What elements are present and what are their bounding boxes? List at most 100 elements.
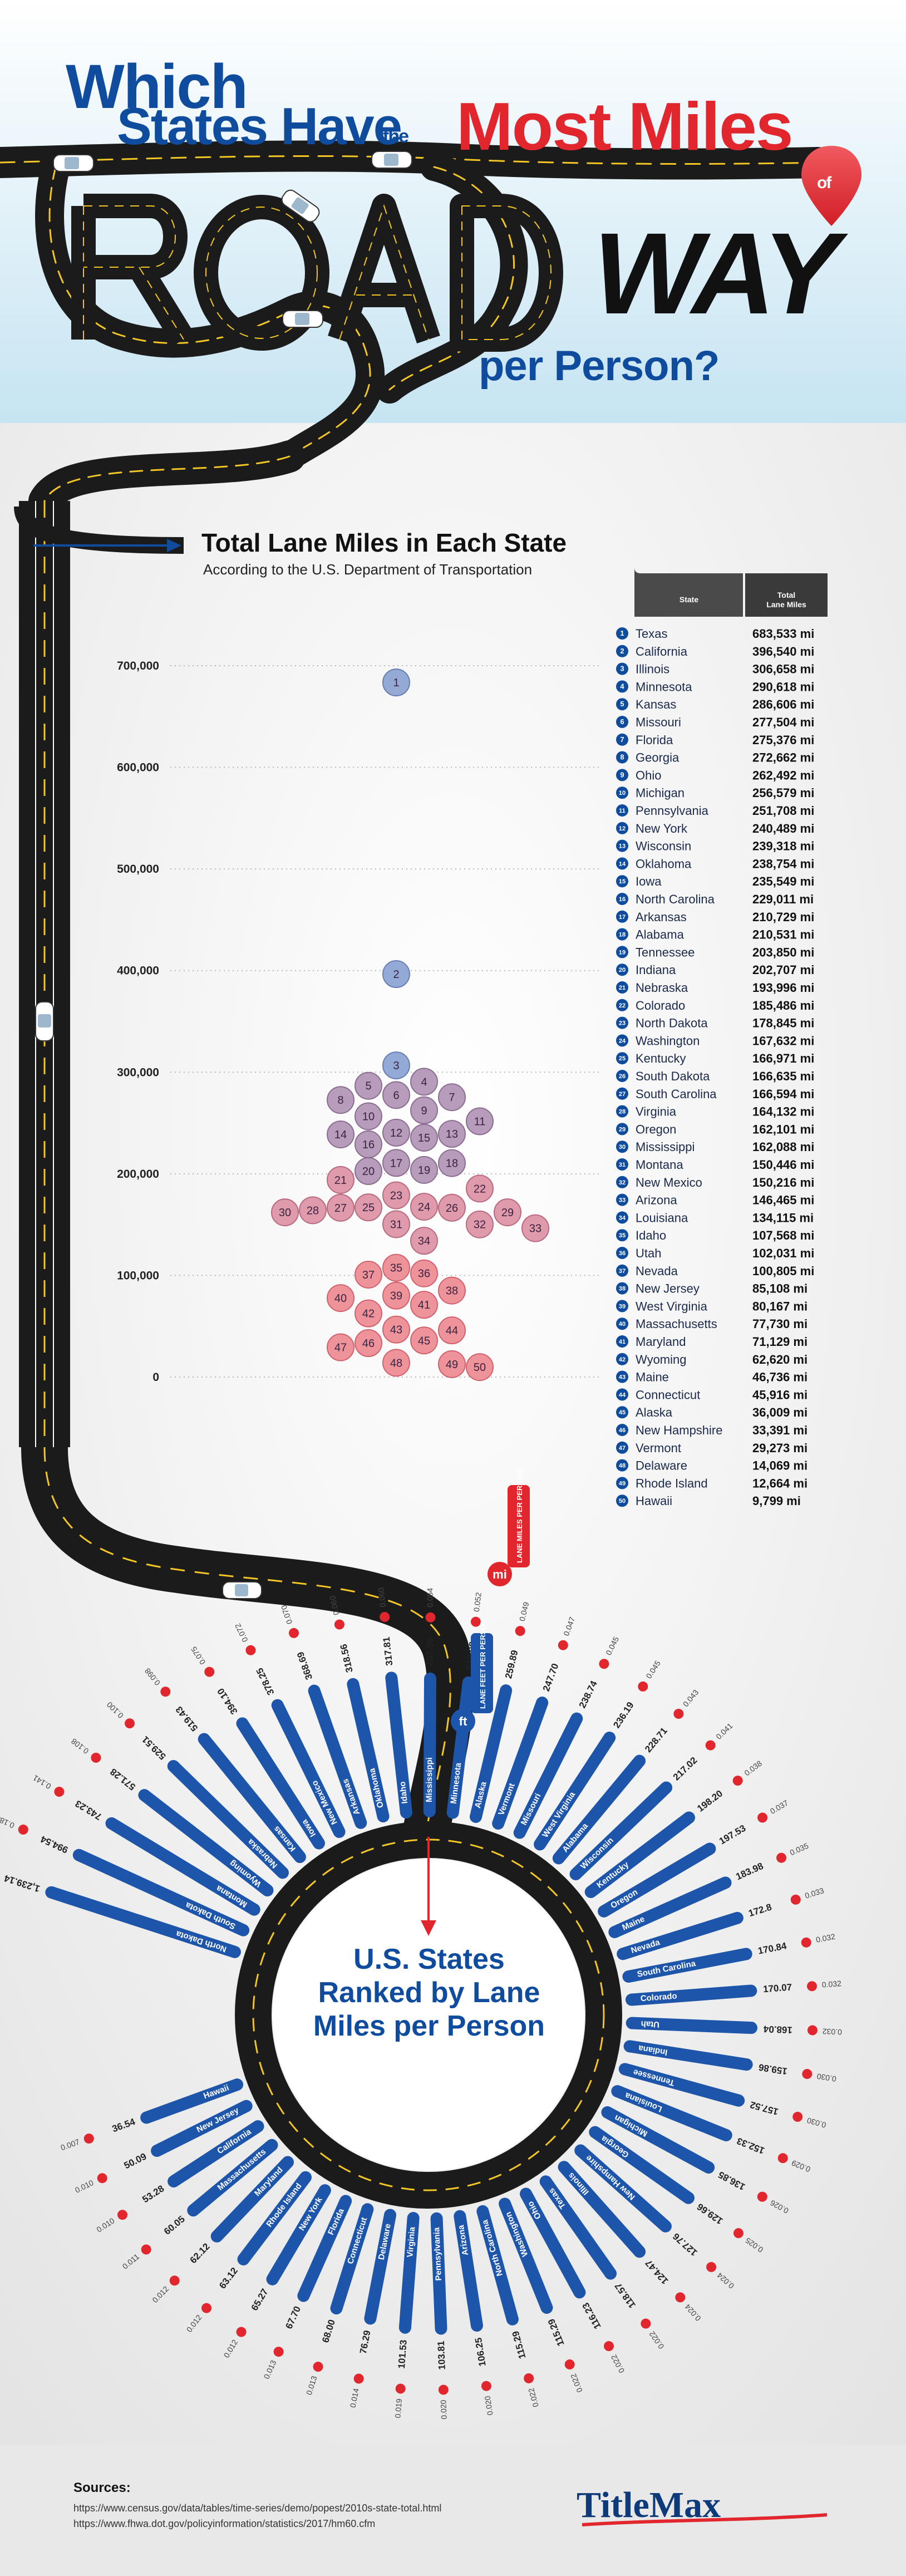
miles-dot [673, 1709, 684, 1719]
bubble-30 [271, 1198, 299, 1227]
rank-number: 32 [619, 1179, 626, 1186]
miles-dot [54, 1787, 65, 1797]
state-name: Missouri [636, 715, 681, 729]
radial-bar [539, 2175, 617, 2280]
miles-dot [806, 1981, 817, 1992]
bar-feet-value: 115.29 [510, 2330, 528, 2360]
radial-bar [271, 1699, 346, 1838]
radial-bar [45, 1886, 241, 1958]
table-row: 14 Oklahoma 238,754 mi [616, 857, 814, 871]
source-link[interactable]: https://www.census.gov/data/tables/time-… [73, 2503, 442, 2514]
radial-bar [198, 1733, 306, 1864]
radial-bar [398, 2211, 420, 2334]
radial-bar [167, 1760, 289, 1879]
rank-badge [616, 716, 628, 728]
miles-dot [380, 1611, 390, 1622]
radial-bar [476, 2205, 519, 2326]
source-link[interactable]: https://www.fhwa.dot.gov/policyinformati… [73, 2518, 376, 2529]
miles-dot [675, 2292, 686, 2303]
bubble-label: 33 [529, 1223, 541, 1235]
rank-badge [616, 804, 628, 817]
rank-number: 30 [619, 1144, 626, 1151]
rank-number: 38 [619, 1286, 626, 1292]
rank-badge [616, 1034, 628, 1047]
miles-dot [18, 1825, 28, 1835]
bar-state-label: Virginia [405, 2226, 417, 2258]
titlemax-logo[interactable]: TitleMax [577, 2481, 833, 2531]
radial-bar [140, 2078, 244, 2124]
y-tick-label: 200,000 [117, 1168, 159, 1181]
lane-miles-value: 239,318 mi [752, 839, 814, 853]
rank-number: 34 [619, 1215, 626, 1221]
rank-badge [616, 857, 628, 870]
bar-feet-value: 519.43 [174, 1704, 200, 1733]
rank-number: 8 [620, 753, 624, 761]
bubble-label: 22 [474, 1183, 486, 1195]
lane-miles-value: 33,391 mi [752, 1423, 807, 1437]
bar-feet-value: 238.74 [577, 1679, 599, 1709]
rank-badge [616, 1477, 628, 1489]
bar-feet-value: 183.98 [734, 1861, 765, 1882]
bar-miles-value: 0.022 [609, 2353, 626, 2375]
table-row: 23 North Dakota 178,845 mi [616, 1016, 814, 1030]
bar-feet-value: 287.56 [425, 1638, 435, 1666]
bar-miles-value: 0.022 [569, 2372, 584, 2394]
bubble-23 [382, 1181, 410, 1210]
miles-dot [732, 1776, 743, 1786]
lane-miles-value: 683,533 mi [752, 627, 814, 641]
bar-miles-value: 0.012 [222, 2338, 240, 2359]
rank-number: 21 [619, 985, 626, 991]
bubble-label: 2 [393, 969, 399, 981]
bar-state-label: Vermont [496, 1782, 517, 1817]
rank-number: 19 [619, 949, 626, 956]
bubble-label: 26 [446, 1202, 458, 1215]
table-row: 28 Virginia 164,132 mi [616, 1105, 814, 1119]
title-the: the [383, 126, 409, 147]
bubble-37 [354, 1260, 382, 1289]
rank-number: 25 [619, 1055, 626, 1062]
bar-miles-value: 0.030 [816, 2072, 837, 2083]
table-row: 13 Wisconsin 239,318 mi [616, 839, 814, 853]
miles-dot [425, 1612, 436, 1623]
radial-bar [611, 2085, 732, 2142]
lane-miles-value: 235,549 mi [752, 874, 814, 888]
rank-badge [616, 1353, 628, 1365]
bar-feet-value: 136.85 [716, 2169, 747, 2192]
table-row: 26 South Dakota 166,635 mi [616, 1069, 814, 1083]
radial-bar [625, 1984, 757, 2006]
bar-feet-value: 318.56 [338, 1643, 355, 1674]
lane-miles-value: 12,664 mi [752, 1476, 807, 1490]
lane-miles-value: 162,101 mi [752, 1122, 814, 1136]
lane-miles-value: 178,845 mi [752, 1016, 814, 1030]
rank-badge [616, 1335, 628, 1348]
scatter-axis: 700,000 600,000 500,000 400,000 300,000 200,0… [117, 660, 159, 1384]
table-header-state-bg [634, 568, 743, 617]
table-row: 40 Massachusetts 77,730 mi [616, 1317, 807, 1331]
rank-number: 4 [620, 682, 624, 690]
miles-dot [201, 2303, 212, 2313]
rank-badge [616, 1123, 628, 1135]
bar-miles-value: 0.045 [644, 1659, 662, 1680]
rank-number: 14 [619, 861, 626, 867]
miles-dot [733, 2228, 743, 2239]
bar-miles-value: 0.032 [822, 2027, 842, 2037]
bubble-label: 28 [307, 1205, 319, 1217]
miles-dot [481, 2381, 491, 2391]
bubble-label: 43 [390, 1324, 402, 1336]
rank-badge [616, 769, 628, 781]
lane-miles-icon [488, 1562, 512, 1586]
bar-feet-value: 247.70 [541, 1662, 561, 1693]
state-name: Utah [636, 1246, 661, 1260]
radial-bar-group: Tennessee 157.52 0.030 [618, 2063, 827, 2130]
radial-bar [308, 1684, 367, 1829]
bar-miles-value: 0.013 [262, 2359, 278, 2381]
bubble-1 [382, 668, 410, 697]
bubble-5 [354, 1071, 382, 1100]
rank-badge [616, 1441, 628, 1454]
bubble-label: 20 [362, 1166, 375, 1178]
bar-state-label: Wisconsin [579, 1836, 616, 1871]
bubble-label: 1 [393, 677, 399, 689]
bar-miles-value: 0.026 [769, 2198, 790, 2215]
bubble-26 [438, 1193, 466, 1222]
bar-state-label: New York [297, 2195, 324, 2233]
